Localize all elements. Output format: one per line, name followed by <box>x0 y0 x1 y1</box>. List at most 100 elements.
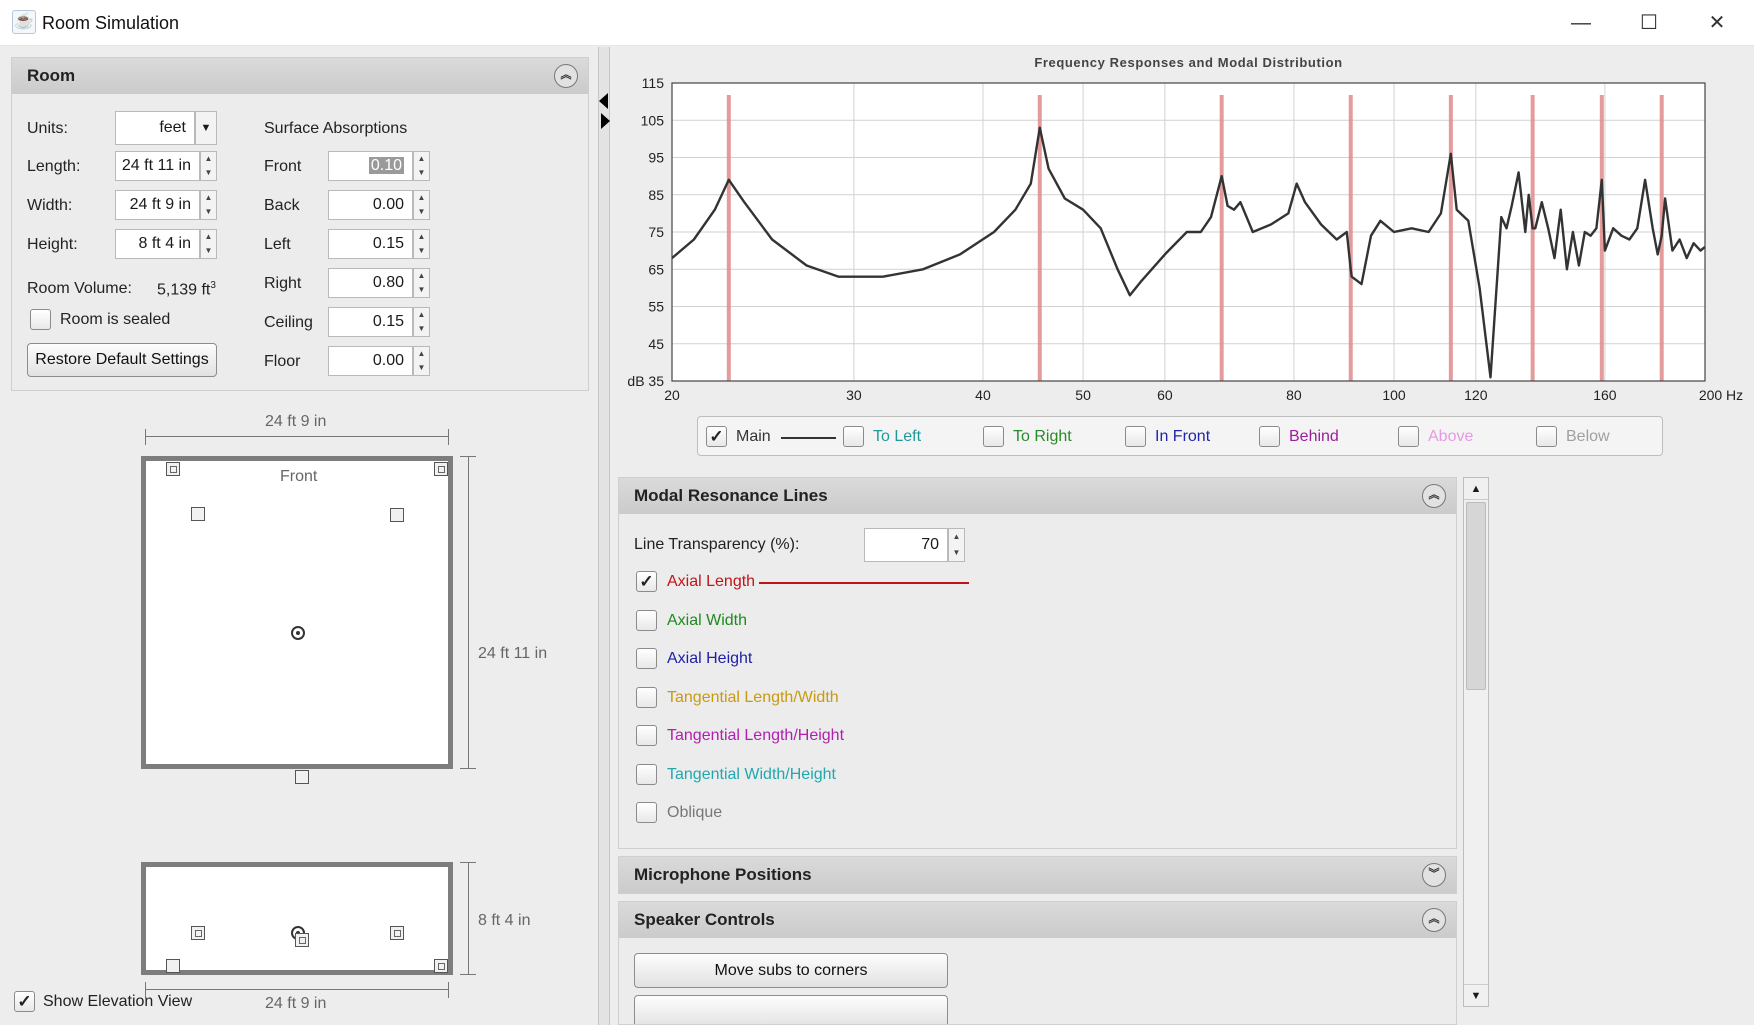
units-select[interactable]: feet <box>115 111 195 145</box>
scroll-up-arrow-icon[interactable]: ▲ <box>1464 478 1488 500</box>
legend-checkbox-to-right[interactable] <box>983 426 1004 447</box>
x-tick-label: 200 Hz <box>1699 387 1743 403</box>
legend-checkbox-above[interactable] <box>1398 426 1419 447</box>
speaker-controls-title: Speaker Controls <box>634 910 775 929</box>
room-section-header[interactable]: Room ︽ <box>12 58 588 94</box>
line-transparency-label: Line Transparency (%): <box>634 536 800 553</box>
height-spinner[interactable]: ▲ ▼ <box>200 229 217 259</box>
surface-absorption-field-right[interactable]: 0.80 <box>328 268 413 298</box>
subwoofer-icon[interactable] <box>295 770 309 784</box>
surface-label-floor: Floor <box>264 353 301 370</box>
modal-checkbox-oblique[interactable] <box>636 802 657 823</box>
legend-checkbox-main[interactable]: ✓ <box>706 426 727 447</box>
modal-label-axial-height: Axial Height <box>667 650 753 667</box>
legend-checkbox-below[interactable] <box>1536 426 1557 447</box>
modal-checkbox-tangential-length-width[interactable] <box>636 686 657 708</box>
surface-absorption-value: 0.00 <box>372 352 404 369</box>
surface-absorption-field-ceiling[interactable]: 0.15 <box>328 307 413 337</box>
microphone-positions-title: Microphone Positions <box>634 865 812 884</box>
surface-absorption-field-back[interactable]: 0.00 <box>328 190 413 220</box>
legend-line-swatch <box>781 437 836 439</box>
collapse-left-arrow-icon[interactable] <box>599 93 608 109</box>
subwoofer-icon[interactable] <box>191 507 205 521</box>
surface-absorption-field-left[interactable]: 0.15 <box>328 229 413 259</box>
right-panel: Frequency Responses and Modal Distributi… <box>611 47 1754 1025</box>
modal-checkbox-axial-height[interactable] <box>636 648 657 669</box>
y-tick-label: 105 <box>641 112 665 128</box>
surface-absorption-value: 0.10 <box>368 157 404 174</box>
restore-defaults-button[interactable]: Restore Default Settings <box>27 343 217 377</box>
microphone-icon[interactable] <box>291 626 305 640</box>
length-spinner[interactable]: ▲ ▼ <box>200 151 217 181</box>
height-label: Height: <box>27 236 78 253</box>
modal-label-axial-width: Axial Width <box>667 611 748 629</box>
speaker-icon[interactable] <box>191 926 205 940</box>
speaker-icon[interactable] <box>390 926 404 940</box>
width-label: Width: <box>27 197 73 214</box>
modal-label-axial-length: Axial Length <box>667 573 756 590</box>
surface-absorption-value: 0.80 <box>372 274 404 291</box>
surface-absorption-spinner[interactable]: ▲ ▼ <box>413 190 430 220</box>
modal-resonance-header[interactable]: Modal Resonance Lines ︽ <box>619 478 1456 514</box>
close-button[interactable]: ✕ <box>1708 12 1726 34</box>
surface-absorption-spinner[interactable]: ▲ ▼ <box>413 151 430 181</box>
line-transparency-field[interactable]: 70 <box>864 528 948 562</box>
modal-checkbox-axial-length[interactable]: ✓ <box>636 571 657 592</box>
speaker-controls-header[interactable]: Speaker Controls ︽ <box>619 902 1456 938</box>
plan-length-dimension: 24 ft 11 in <box>478 645 548 662</box>
y-tick-label: 45 <box>648 336 664 352</box>
microphone-positions-section: Microphone Positions ︾ <box>618 856 1457 894</box>
legend-checkbox-behind[interactable] <box>1259 426 1280 447</box>
panel-splitter[interactable] <box>598 47 610 1025</box>
scroll-down-arrow-icon[interactable]: ▼ <box>1464 984 1488 1006</box>
speaker-icon[interactable] <box>434 959 448 973</box>
room-sealed-checkbox[interactable] <box>30 309 51 330</box>
surface-absorption-field-front[interactable]: 0.10 <box>328 151 413 181</box>
surface-absorption-spinner[interactable]: ▲ ▼ <box>413 307 430 337</box>
window-title: Room Simulation <box>42 13 180 33</box>
show-elevation-checkbox[interactable]: ✓ <box>14 991 35 1012</box>
java-app-icon: ☕ <box>12 10 36 34</box>
minimize-button[interactable]: — <box>1571 12 1591 34</box>
chart-title: Frequency Responses and Modal Distributi… <box>1034 55 1342 70</box>
maximize-button[interactable]: ☐ <box>1640 12 1658 34</box>
width-spinner[interactable]: ▲ ▼ <box>200 190 217 220</box>
line-transparency-spinner[interactable]: ▲ ▼ <box>948 528 965 562</box>
scrollbar-thumb[interactable] <box>1466 502 1486 690</box>
modal-checkbox-tangential-length-height[interactable] <box>636 725 657 746</box>
length-field[interactable]: 24 ft 11 in <box>115 151 200 181</box>
expand-down-icon[interactable]: ︾ <box>1422 863 1446 887</box>
speaker-front-right-icon[interactable] <box>434 462 448 476</box>
expand-right-arrow-icon[interactable] <box>601 113 610 129</box>
vertical-scrollbar[interactable]: ▲ ▼ <box>1463 477 1489 1007</box>
microphone-positions-header[interactable]: Microphone Positions ︾ <box>619 857 1456 893</box>
modal-checkbox-tangential-width-height[interactable] <box>636 763 657 785</box>
surface-absorption-spinner[interactable]: ▲ ▼ <box>413 346 430 376</box>
surface-absorption-spinner[interactable]: ▲ ▼ <box>413 229 430 259</box>
y-tick-label: 85 <box>648 187 664 203</box>
dropdown-arrow-icon[interactable]: ▼ <box>195 111 217 145</box>
subwoofer-icon[interactable] <box>390 508 404 522</box>
room-section: Room ︽ Units: feet ▼ Length: 24 ft 11 in… <box>11 57 589 391</box>
modal-checkbox-axial-width[interactable] <box>636 609 657 631</box>
legend-checkbox-in-front[interactable] <box>1125 426 1146 447</box>
speaker-action-button[interactable] <box>634 995 948 1024</box>
elevation-width-dimension: 24 ft 9 in <box>265 995 327 1012</box>
surface-absorption-value: 0.15 <box>372 235 404 252</box>
collapse-up-icon[interactable]: ︽ <box>1422 484 1446 508</box>
collapse-up-icon[interactable]: ︽ <box>1422 908 1446 932</box>
move-subs-to-corners-button[interactable]: Move subs to corners <box>634 953 948 988</box>
legend-checkbox-to-left[interactable] <box>843 426 864 447</box>
surface-absorption-spinner[interactable]: ▲ ▼ <box>413 268 430 298</box>
collapse-up-icon[interactable]: ︽ <box>554 64 578 88</box>
surface-absorptions-title: Surface Absorptions <box>264 120 408 137</box>
speaker-icon[interactable] <box>295 933 309 947</box>
subwoofer-icon[interactable] <box>166 959 180 973</box>
width-field[interactable]: 24 ft 9 in <box>115 190 200 220</box>
height-field[interactable]: 8 ft 4 in <box>115 229 200 259</box>
surface-absorption-field-floor[interactable]: 0.00 <box>328 346 413 376</box>
speaker-front-left-icon[interactable] <box>166 462 180 476</box>
surface-absorption-value: 0.00 <box>372 196 404 213</box>
surface-label-back: Back <box>264 197 300 214</box>
x-tick-label: 100 <box>1382 387 1406 403</box>
